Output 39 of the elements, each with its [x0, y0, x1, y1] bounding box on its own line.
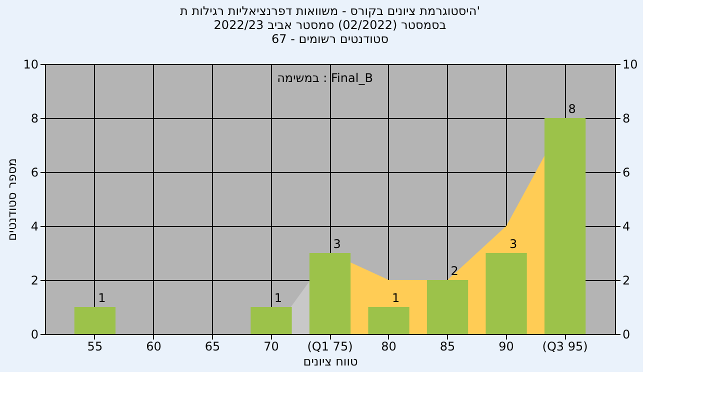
y2-tick-label: 8 — [622, 112, 630, 126]
data-label: 1 — [392, 291, 400, 305]
x-tick-label: 65 — [204, 340, 220, 354]
text: בסמסטר (02/2022) סמסטר אביב 2022/23 — [214, 18, 446, 32]
bar — [486, 253, 527, 334]
y2-tick-label: 0 — [622, 328, 630, 342]
annotation: במשימה : Final_B — [277, 71, 373, 85]
y-tick-label: 6 — [30, 166, 38, 180]
y-tick-label: 10 — [23, 58, 38, 72]
x-tick-label: 80 — [381, 340, 396, 354]
y-tick-label: 0 — [30, 328, 38, 342]
y-tick-label: 4 — [30, 220, 38, 234]
text: סטודנטים רשומים - 67 — [271, 32, 389, 46]
y-tick-label: 2 — [30, 274, 38, 288]
data-label: 1 — [98, 291, 106, 305]
text: היסטוגרמת ציונים בקורס - משוואות דפרנציאליות רגילות ת' — [180, 4, 480, 18]
x-tick-label: 70 — [264, 340, 279, 354]
y-axis-title: מספר סטודנטים — [5, 158, 20, 241]
y2-tick-label: 10 — [622, 58, 638, 72]
data-label: 3 — [333, 237, 341, 251]
bar — [544, 118, 586, 334]
x-axis-title: טווח ציונים — [303, 354, 358, 368]
data-label: 8 — [568, 102, 576, 116]
data-label: 1 — [274, 291, 282, 305]
x-tick-label: (Q3 95) — [542, 340, 588, 354]
x-tick-label: 85 — [440, 340, 456, 354]
data-label: 3 — [509, 237, 518, 251]
x-tick-label: 55 — [87, 340, 103, 354]
y2-tick-label: 2 — [622, 274, 630, 288]
data-label: 2 — [450, 264, 458, 278]
y2-tick-label: 6 — [622, 166, 630, 180]
bar — [426, 280, 468, 334]
x-tick-label: 60 — [146, 340, 162, 354]
bar — [74, 307, 116, 334]
x-tick-label: 90 — [498, 340, 514, 354]
bar — [368, 307, 410, 334]
y-tick-label: 8 — [30, 112, 38, 126]
y2-tick-label: 4 — [622, 220, 630, 234]
x-tick-label: (Q1 75) — [307, 340, 353, 354]
